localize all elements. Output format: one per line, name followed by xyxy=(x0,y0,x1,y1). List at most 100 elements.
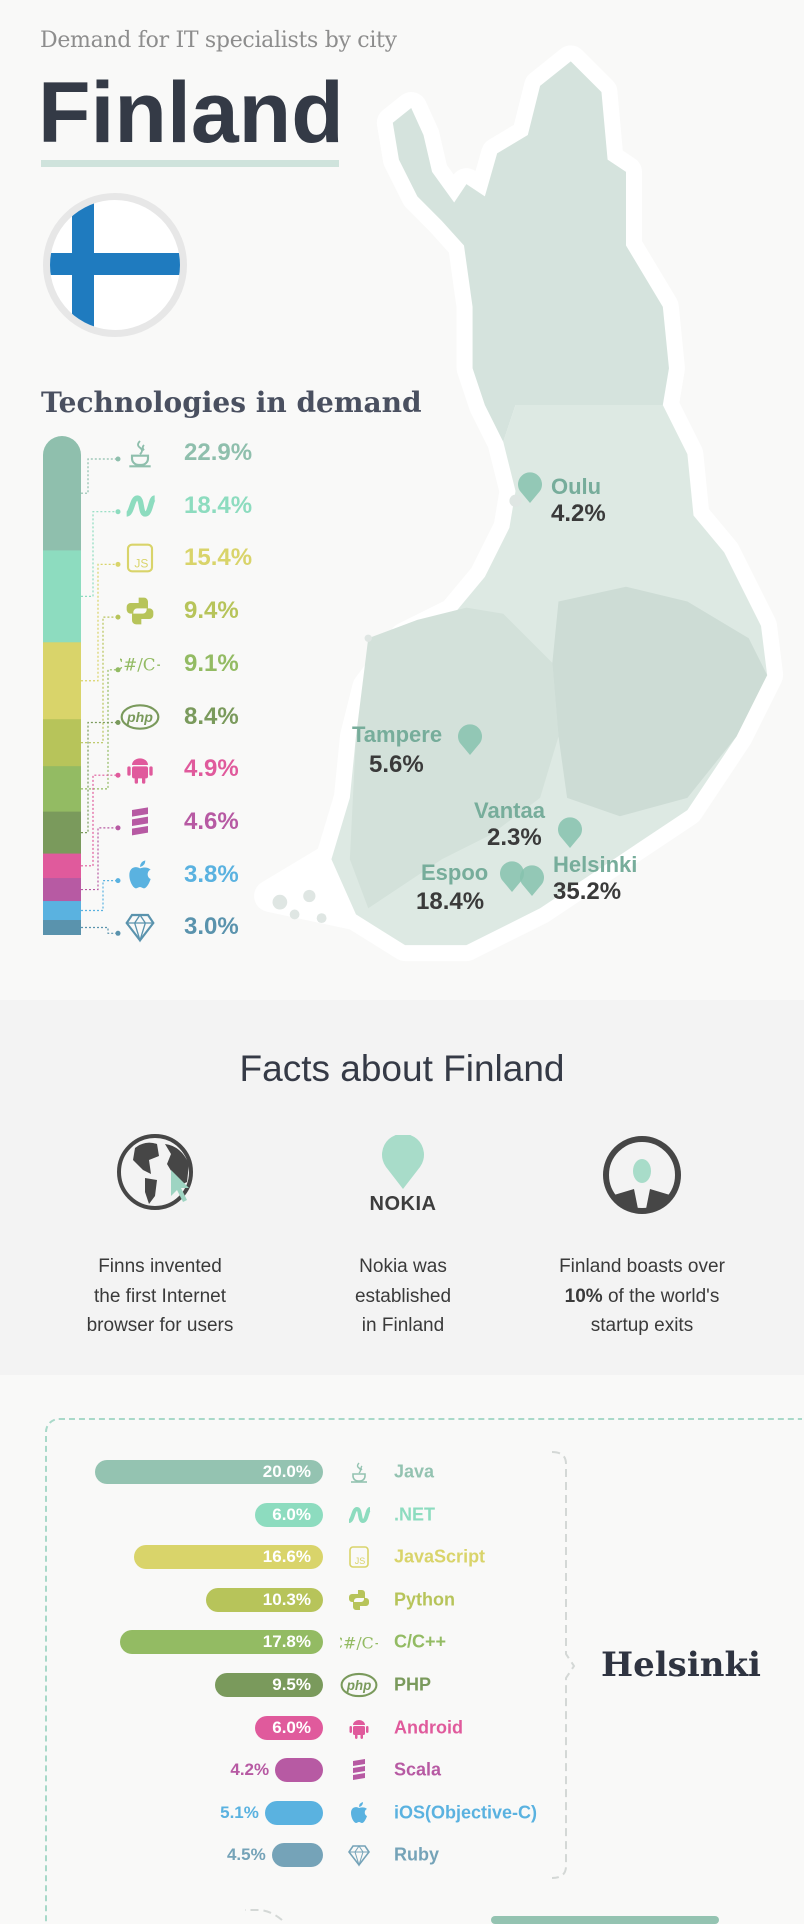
bar-value-label: 5.1% xyxy=(220,1802,259,1822)
tech-name: iOS(Objective-C) xyxy=(394,1802,538,1823)
map-pin-icon[interactable] xyxy=(519,865,545,897)
bar-value-label: 6.0% xyxy=(272,1717,311,1737)
finland-flag-icon xyxy=(43,193,187,337)
connector-dot xyxy=(115,930,121,936)
java-icon xyxy=(338,1458,380,1486)
python-icon xyxy=(120,593,160,629)
bar-android xyxy=(254,1715,323,1740)
tech-percent: 4.9% xyxy=(184,755,239,783)
tech-percent: 18.4% xyxy=(184,491,253,519)
bar-segment-dotnet xyxy=(43,550,81,643)
php-icon: php xyxy=(338,1671,380,1699)
bar-value-label: 17.8% xyxy=(262,1632,311,1652)
map-pin-icon xyxy=(382,1134,424,1189)
bar-value-label: 4.2% xyxy=(230,1760,270,1780)
scala-icon xyxy=(120,804,160,840)
javascript-icon: JS xyxy=(120,540,160,576)
bar-segment-javascript xyxy=(43,642,81,720)
connector-line xyxy=(81,721,118,834)
helsinki-panel xyxy=(45,1418,802,1924)
map-west-region xyxy=(349,607,559,909)
connector-dot xyxy=(115,667,121,673)
fact-1-line-1: Finns invented xyxy=(98,1256,222,1277)
bar-value-label: 16.6% xyxy=(262,1547,311,1567)
c-cpp-icon: C#/C+ xyxy=(120,646,160,682)
fact-3-line-2: 10% of the world's xyxy=(564,1285,720,1307)
fact-internet-browser: Finns invented the first Internet browse… xyxy=(30,1120,290,1341)
connector-line xyxy=(81,458,118,494)
bar-segment-apple xyxy=(43,901,81,921)
tech-percent: 4.6% xyxy=(184,807,239,835)
city-name-helsinki: Helsinki xyxy=(553,852,638,877)
tech-percent: 9.4% xyxy=(184,597,239,625)
facts-section: Facts about Finland Finns invented the f… xyxy=(0,1000,804,1375)
title-underline xyxy=(41,160,339,167)
map-east-region xyxy=(552,586,768,817)
fact-3-highlight: 10% xyxy=(564,1285,603,1307)
page-title: Finland xyxy=(38,65,344,161)
connector-dot xyxy=(115,720,121,725)
bar-segment-android xyxy=(43,853,81,879)
next-city-bar xyxy=(491,1916,719,1924)
ruby-icon xyxy=(120,909,160,945)
fact-1-line-3: browser for users xyxy=(86,1315,234,1336)
bar-dotnet xyxy=(254,1502,323,1527)
bar-value-label: 4.5% xyxy=(226,1845,266,1865)
map-pin-icon[interactable] xyxy=(499,861,525,893)
map-north xyxy=(392,61,669,442)
connector-line xyxy=(81,511,118,597)
tech-name: .NET xyxy=(394,1504,436,1525)
javascript-icon: JS xyxy=(338,1543,380,1571)
map-pin-icon[interactable] xyxy=(517,472,543,504)
tech-percent: 15.4% xyxy=(184,544,253,572)
fact-2-line-3: in Finland xyxy=(361,1315,445,1336)
city-value-espoo: 18.4% xyxy=(416,888,485,915)
tech-name: Android xyxy=(394,1717,463,1738)
tech-percent: 22.9% xyxy=(184,439,253,466)
c-cpp-icon: C#/C+ xyxy=(338,1628,380,1656)
city-name-espoo: Espoo xyxy=(421,860,489,885)
connector-dot xyxy=(115,878,121,884)
city-value-oulu: 4.2% xyxy=(551,500,606,527)
map-pin-icon[interactable] xyxy=(557,817,583,849)
stacked-bar xyxy=(43,436,121,936)
java-icon xyxy=(120,435,160,471)
bar-python xyxy=(205,1587,323,1612)
dotnet-icon xyxy=(338,1501,380,1529)
bar-segment-python xyxy=(43,719,81,767)
helsinki-title: Helsinki xyxy=(601,1645,761,1685)
connector-line xyxy=(81,669,118,790)
bar-c-cpp xyxy=(120,1630,323,1655)
connector-line xyxy=(81,827,118,891)
svg-text:C#/C+: C#/C+ xyxy=(340,1634,378,1653)
scala-icon xyxy=(338,1756,380,1784)
tech-percent: 3.0% xyxy=(184,913,239,941)
fact-2-line-1: Nokia was xyxy=(359,1256,447,1277)
tech-name: Python xyxy=(394,1589,455,1610)
svg-text:php: php xyxy=(126,710,153,726)
dotnet-icon xyxy=(120,488,160,524)
php-icon: php xyxy=(120,699,160,735)
bar-java xyxy=(95,1460,323,1484)
tech-name: C/C++ xyxy=(394,1631,447,1652)
connector-line xyxy=(81,774,118,867)
page-subtitle: Demand for IT specialists by city xyxy=(40,28,397,53)
city-name-tampere: Tampere xyxy=(352,722,443,747)
connector-dot xyxy=(115,561,121,567)
city-name-oulu: Oulu xyxy=(551,474,602,499)
android-icon xyxy=(338,1714,380,1742)
map-pin-icon[interactable] xyxy=(457,724,483,756)
city-value-helsinki: 35.2% xyxy=(553,878,622,905)
map-islands xyxy=(272,494,522,924)
svg-text:php: php xyxy=(346,1678,372,1693)
bar-value-label: 20.0% xyxy=(262,1462,311,1481)
tech-name: Java xyxy=(394,1461,435,1482)
bar-segment-c-cpp xyxy=(43,766,81,813)
nokia-logo: NOKIA xyxy=(369,1192,437,1215)
svg-text:JS: JS xyxy=(355,1556,366,1566)
connector-dot xyxy=(115,772,121,778)
connector-dot xyxy=(115,614,121,620)
globe-cursor-icon xyxy=(117,1134,193,1210)
